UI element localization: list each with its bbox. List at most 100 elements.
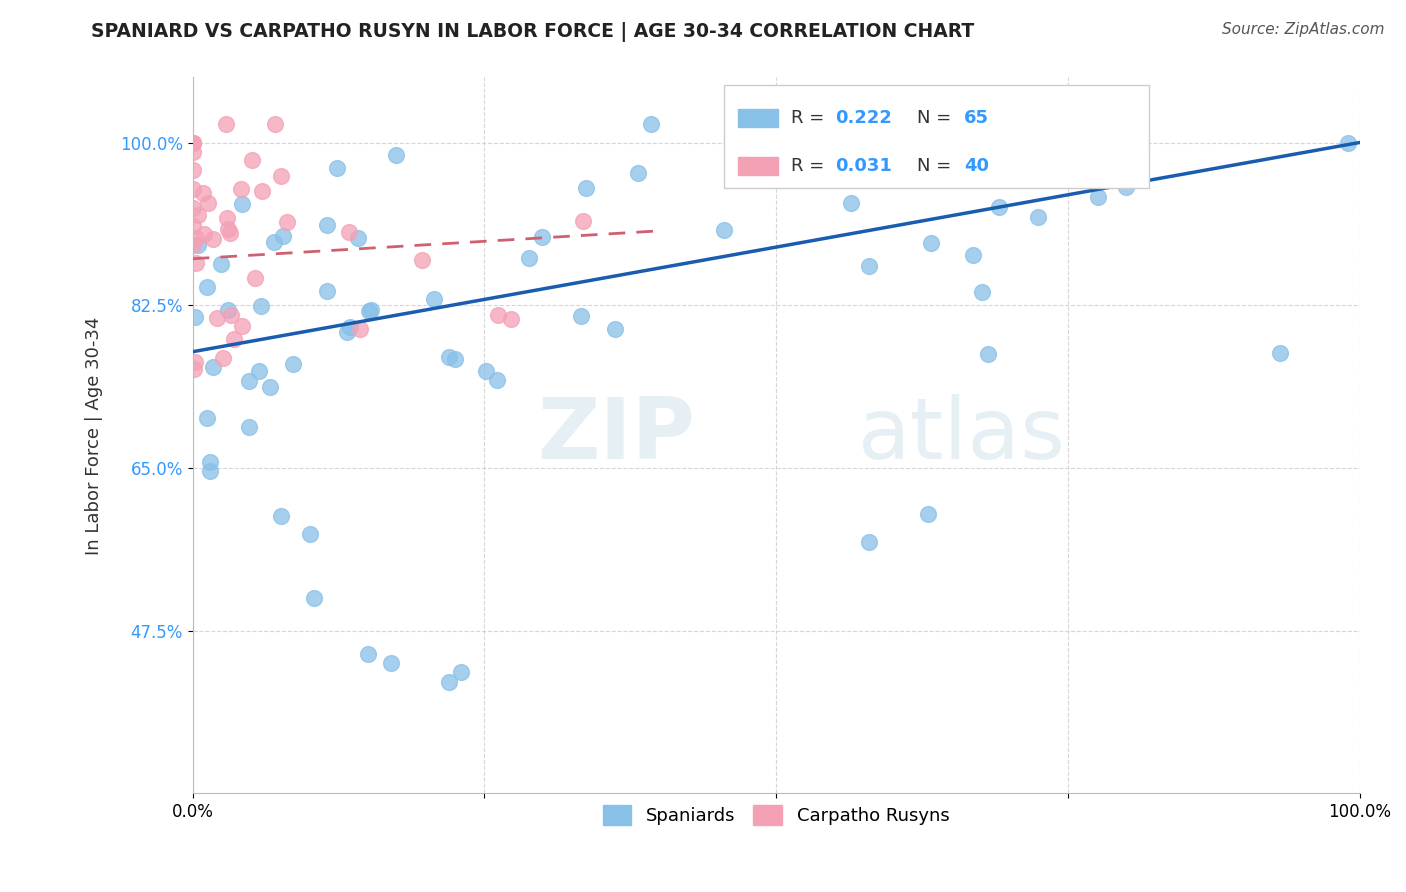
Point xyxy=(640,117,662,131)
Point xyxy=(181,219,204,234)
Point xyxy=(977,347,1000,361)
Point xyxy=(1125,149,1147,163)
Text: R =: R = xyxy=(792,109,831,127)
Point xyxy=(335,325,357,339)
Point xyxy=(316,284,339,298)
Point xyxy=(1087,190,1109,204)
Point xyxy=(207,310,229,325)
Point xyxy=(245,270,267,285)
Point xyxy=(987,200,1010,214)
Point xyxy=(360,303,382,318)
Point xyxy=(197,196,219,211)
Point xyxy=(1063,145,1085,160)
Point xyxy=(920,236,942,251)
Point xyxy=(713,223,735,237)
Point xyxy=(181,136,204,150)
Point xyxy=(271,228,294,243)
Legend: Spaniards, Carpatho Rusyns: Spaniards, Carpatho Rusyns xyxy=(593,796,959,834)
Point xyxy=(1115,180,1137,194)
Point xyxy=(962,248,984,262)
Point xyxy=(423,292,446,306)
Point xyxy=(198,464,221,478)
Point xyxy=(184,256,207,270)
Text: N =: N = xyxy=(917,157,957,175)
Point xyxy=(195,411,218,425)
Point xyxy=(212,351,235,365)
Point xyxy=(195,279,218,293)
Point xyxy=(1012,117,1035,131)
Point xyxy=(183,310,205,325)
Point xyxy=(339,320,361,334)
FancyBboxPatch shape xyxy=(724,85,1150,188)
Point xyxy=(571,214,593,228)
Point xyxy=(385,148,408,162)
Point xyxy=(181,201,204,215)
Point xyxy=(259,380,281,394)
Point xyxy=(411,252,433,267)
Point xyxy=(575,180,598,194)
Point xyxy=(858,259,880,273)
FancyBboxPatch shape xyxy=(738,157,779,175)
Text: 65: 65 xyxy=(965,109,988,127)
Point xyxy=(281,358,304,372)
Point xyxy=(357,647,380,661)
Point xyxy=(219,308,242,322)
Point xyxy=(1028,210,1050,224)
Point xyxy=(339,225,361,239)
Text: 40: 40 xyxy=(965,157,988,175)
Point xyxy=(264,117,287,131)
Point xyxy=(198,455,221,469)
Point xyxy=(231,319,253,334)
Point xyxy=(250,299,273,313)
Point xyxy=(229,182,252,196)
Point xyxy=(231,197,253,211)
Point xyxy=(222,332,245,346)
Point xyxy=(1270,346,1292,360)
Point xyxy=(486,308,509,322)
Point xyxy=(270,509,292,524)
Point xyxy=(439,674,461,689)
Point xyxy=(181,145,204,159)
Point xyxy=(349,322,371,336)
Text: 0.031: 0.031 xyxy=(835,157,893,175)
Point xyxy=(315,218,337,232)
Point xyxy=(357,304,380,318)
Point xyxy=(499,312,522,326)
Point xyxy=(247,364,270,378)
Point xyxy=(218,227,240,241)
Point xyxy=(569,309,592,323)
Point xyxy=(263,235,285,249)
Point xyxy=(250,184,273,198)
Text: SPANIARD VS CARPATHO RUSYN IN LABOR FORCE | AGE 30-34 CORRELATION CHART: SPANIARD VS CARPATHO RUSYN IN LABOR FORC… xyxy=(91,22,974,42)
Point xyxy=(839,196,862,211)
Point xyxy=(276,215,298,229)
Point xyxy=(201,360,224,375)
Point xyxy=(217,222,239,236)
Text: 0.222: 0.222 xyxy=(835,109,893,127)
Point xyxy=(917,508,939,522)
Point xyxy=(517,251,540,265)
Point xyxy=(238,374,260,388)
Point xyxy=(486,373,509,387)
Point xyxy=(187,208,209,222)
Point xyxy=(530,229,553,244)
Point xyxy=(181,237,204,252)
Point xyxy=(217,303,239,318)
Point xyxy=(972,285,994,300)
Point xyxy=(326,161,349,176)
Point xyxy=(1337,136,1360,150)
Text: N =: N = xyxy=(917,109,957,127)
Point xyxy=(302,591,325,605)
Point xyxy=(475,364,498,378)
Text: atlas: atlas xyxy=(858,394,1066,477)
Point xyxy=(193,186,215,200)
Point xyxy=(181,163,204,178)
Text: ZIP: ZIP xyxy=(537,394,695,477)
Point xyxy=(215,211,238,226)
Point xyxy=(193,227,215,241)
Point xyxy=(183,362,205,376)
Point xyxy=(1105,161,1128,176)
Point xyxy=(242,153,264,168)
FancyBboxPatch shape xyxy=(738,109,779,127)
Text: Source: ZipAtlas.com: Source: ZipAtlas.com xyxy=(1222,22,1385,37)
